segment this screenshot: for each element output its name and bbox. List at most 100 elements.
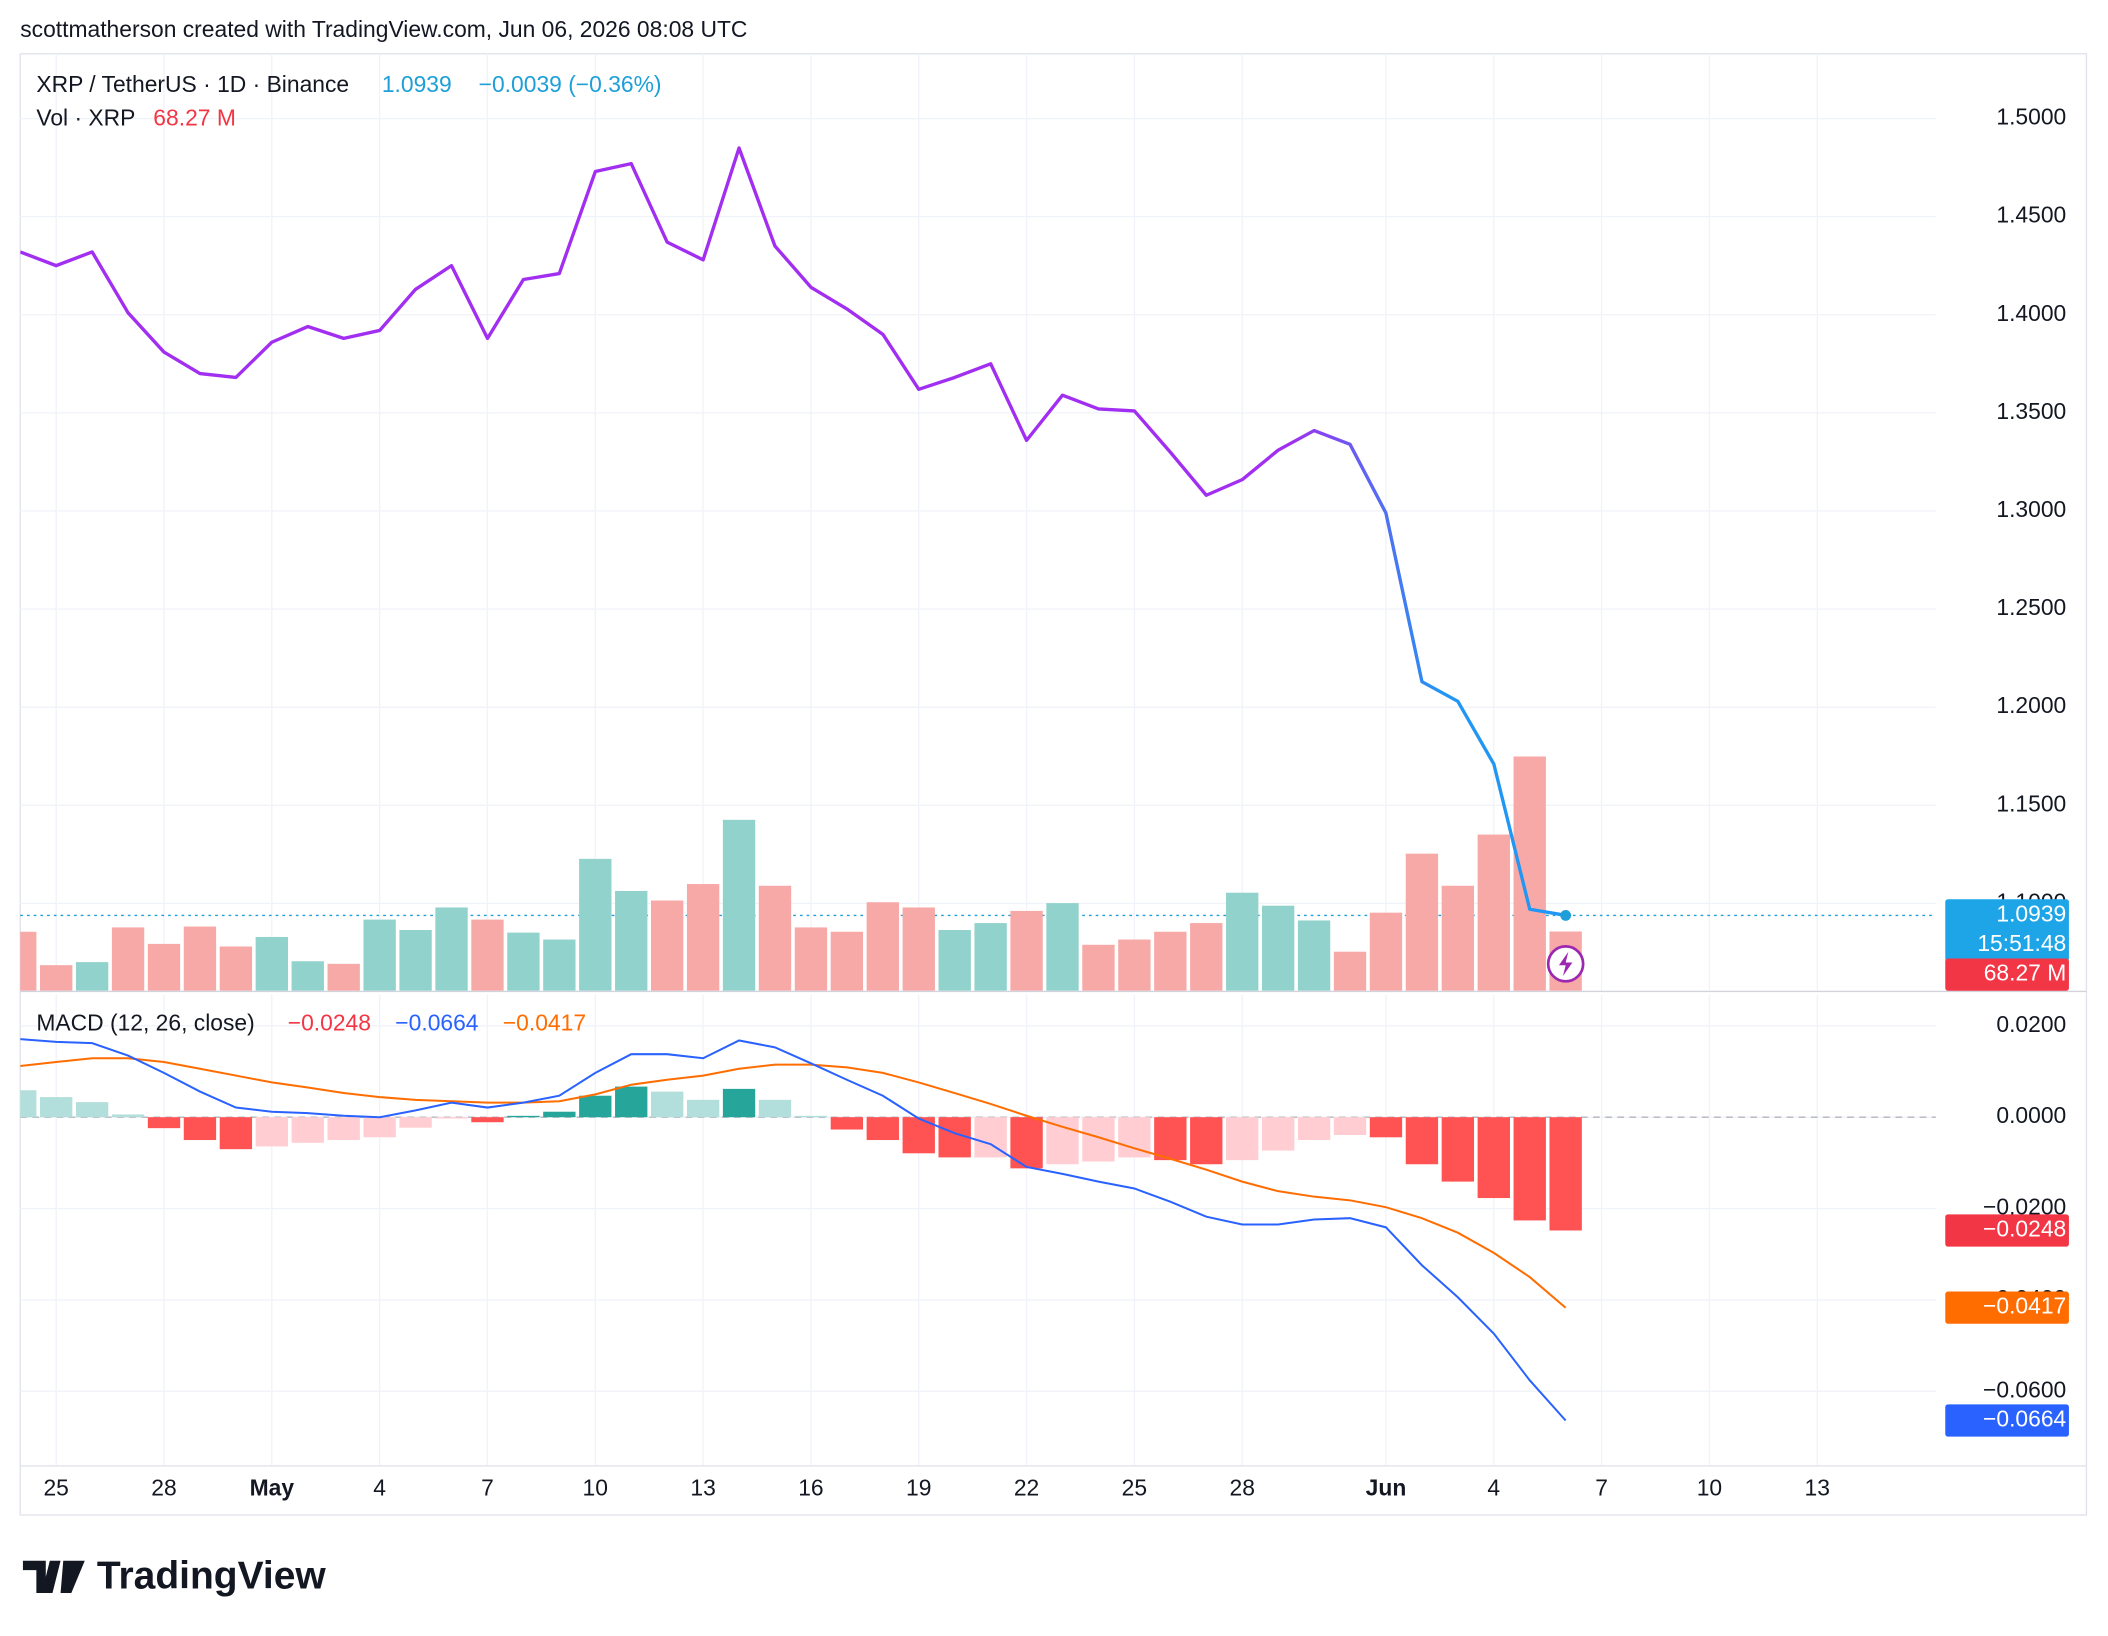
signal-badge (1945, 1291, 2069, 1324)
x-tick-label: 7 (1595, 1475, 1608, 1501)
x-tick-label: 4 (1487, 1475, 1500, 1501)
volume-bar (1297, 920, 1331, 991)
histogram-bar (1226, 1117, 1259, 1161)
volume-bar (183, 926, 217, 991)
histogram-bar (471, 1117, 504, 1123)
volume-bar (1369, 912, 1403, 991)
chart-frame (19, 53, 2088, 1516)
histogram-bar (758, 1099, 792, 1118)
y-tick-label: −0.0600 (1983, 1376, 2066, 1402)
volume-bar (327, 963, 360, 991)
y-tick-label: 1.2500 (1996, 594, 2066, 620)
y-tick-label: 0.0200 (1996, 1011, 2066, 1037)
volume-bar (938, 930, 971, 991)
legend-signal: −0.0417 (503, 1009, 586, 1035)
volume-bar (1405, 853, 1439, 991)
histogram-bar (830, 1117, 864, 1130)
volume-bar (471, 919, 504, 991)
y-tick-label: 1.3000 (1996, 496, 2066, 522)
volume-bars (20, 756, 1582, 991)
histogram-bar (327, 1117, 360, 1141)
volume-bar (686, 884, 720, 991)
volume-bar (579, 858, 612, 991)
volume-bar (974, 923, 1007, 991)
histogram-bar (650, 1091, 684, 1118)
volume-bar (1513, 756, 1546, 991)
histogram-bar (291, 1117, 324, 1143)
x-tick-label: 13 (1805, 1475, 1830, 1501)
axes: 2528May4710131619222528Jun4710131.10001.… (43, 104, 2066, 1501)
logo[interactable]: TradingView (22, 1554, 327, 1597)
legend-volume-name[interactable]: Vol · XRP (36, 105, 135, 131)
histogram-bar (1190, 1117, 1223, 1165)
x-tick-label: 25 (1122, 1475, 1147, 1501)
volume-bar (363, 919, 396, 991)
histogram-bar (1441, 1117, 1475, 1182)
volume-bar (758, 885, 792, 991)
volume-bar (615, 890, 648, 991)
x-tick-label: 19 (906, 1475, 931, 1501)
histogram-bar (435, 1117, 468, 1119)
legend-volume: 68.27 M (153, 105, 236, 131)
volume-bar (866, 902, 899, 991)
y-tick-label: 1.2000 (1996, 692, 2066, 718)
histogram-bar (255, 1117, 288, 1147)
histogram-bar (866, 1117, 899, 1141)
volume-bar (147, 943, 181, 991)
volume-bar (219, 946, 253, 991)
histogram-bar (1333, 1117, 1367, 1136)
volume-bar (902, 907, 935, 991)
attribution: scottmatherson created with TradingView.… (20, 16, 747, 42)
macd-badge-label: −0.0664 (1983, 1406, 2067, 1432)
price-badge-label: 15:51:48 (1977, 930, 2066, 956)
price-badge (1945, 899, 2069, 962)
volume-bar (399, 930, 432, 991)
histogram-bar (794, 1115, 828, 1118)
signal-line (20, 1057, 1567, 1309)
volume-bar (1226, 892, 1259, 991)
histogram-bar (1369, 1117, 1403, 1138)
volume-bar (435, 907, 468, 991)
legend-symbol[interactable]: XRP / TetherUS · 1D · Binance (36, 71, 349, 97)
alert-bolt (1558, 951, 1573, 976)
volume-bar (1010, 910, 1043, 991)
volume-bar (722, 819, 756, 991)
volume-bar (1118, 939, 1151, 991)
x-tick-label: 10 (583, 1475, 608, 1501)
legend-macd-name[interactable]: MACD (12, 26, close) (36, 1009, 254, 1035)
price-line (20, 146, 1566, 917)
histogram-bar (686, 1099, 720, 1118)
legend-price: 1.0939 (382, 71, 452, 97)
volume-bar (255, 936, 288, 991)
x-tick-label: Jun (1366, 1475, 1407, 1501)
volume-bar (75, 962, 109, 991)
histogram-bar (1297, 1117, 1331, 1141)
volume-bar (1046, 903, 1079, 991)
x-tick-label: 13 (690, 1475, 715, 1501)
x-tick-label: 28 (1229, 1475, 1254, 1501)
legend-macd: −0.0664 (395, 1009, 479, 1035)
volume-bar (1441, 885, 1475, 991)
volume-bar (1082, 944, 1115, 991)
histogram-bar (1513, 1117, 1546, 1221)
volume-bar (543, 939, 576, 991)
y-tick-label: 1.1500 (1996, 790, 2066, 816)
logo-text: TradingView (97, 1554, 327, 1597)
volume-bar (650, 900, 684, 991)
histogram-bar (1154, 1117, 1187, 1161)
histogram-bar (722, 1088, 756, 1118)
histogram-bar (1477, 1117, 1510, 1199)
histogram-bar (543, 1111, 576, 1118)
macd-line (20, 1038, 1567, 1422)
volume-bar (20, 931, 37, 991)
histogram-bar (399, 1117, 432, 1128)
last-price-dot (1560, 910, 1572, 921)
histogram-bar (1046, 1117, 1079, 1165)
price-badge-label: 1.0939 (1996, 900, 2066, 926)
volume-badge-label: 68.27 M (1984, 960, 2067, 986)
histogram-bar (75, 1102, 109, 1118)
x-tick-label: 4 (373, 1475, 386, 1501)
histogram-bar (507, 1115, 540, 1118)
